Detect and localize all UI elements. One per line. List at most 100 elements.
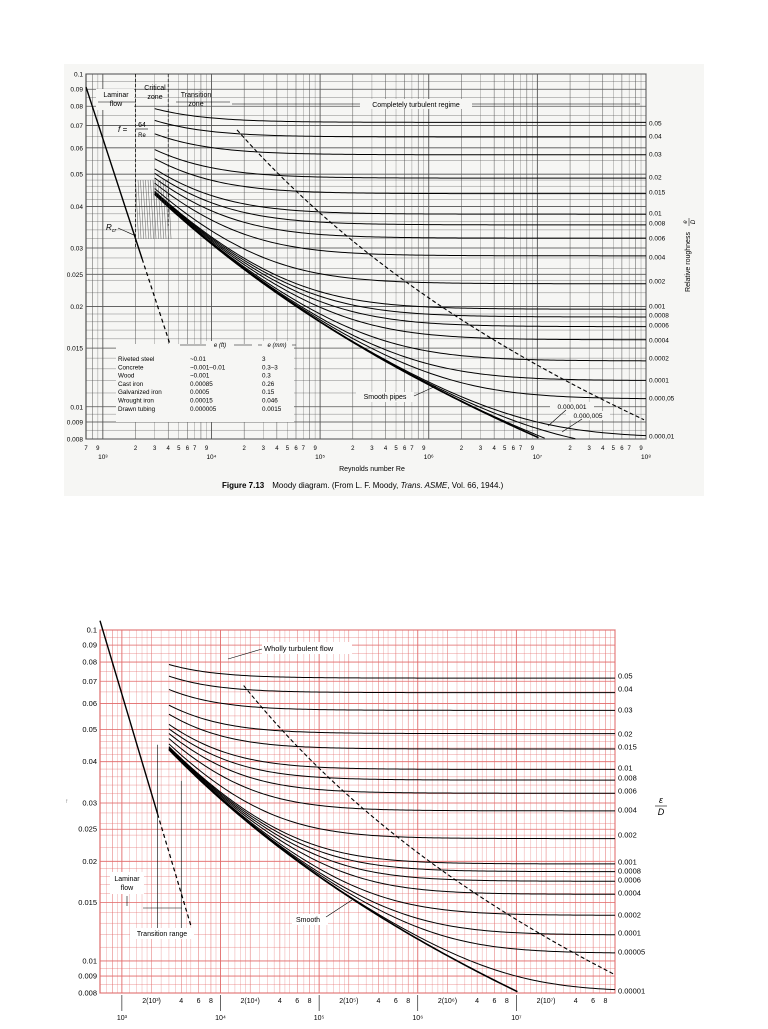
roughness-curve [154, 149, 646, 179]
x-tick-label: 6 [197, 998, 201, 1005]
y-tick-label: 0.03 [82, 799, 97, 808]
smooth-label: Smooth [296, 917, 320, 924]
laminar-line [99, 620, 159, 815]
x-tick-label: 2(10⁶) [438, 998, 457, 1005]
x-minor-tick-label: 2 [134, 446, 138, 452]
critical-zone-hatch [157, 180, 162, 239]
roughness-curve [154, 158, 646, 195]
material-name: Drawn tubing [118, 406, 156, 413]
left-stray-mark: f [66, 799, 68, 805]
small-eps-pointer-1 [547, 409, 567, 427]
laminar-flow-line-2: flow [121, 885, 134, 892]
roughness-label: 0.0002 [618, 911, 641, 920]
critical-zone-hatch [145, 180, 149, 239]
roughness-curve [168, 746, 615, 873]
turbulence-boundary-line [243, 685, 614, 975]
roughness-curve [168, 746, 615, 865]
materials-table-rows: Riveted steel ~0.01 3 Concrete ~0.001–0.01 0.… [118, 356, 282, 413]
x-minor-tick-label: 4 [492, 446, 496, 452]
y-tick-label: 0.025 [78, 825, 97, 834]
x-tick-label: 2(10⁴) [241, 998, 260, 1005]
critical-zone-hatch [165, 180, 169, 239]
roughness-curve [168, 663, 615, 679]
roughness-label: 0.0006 [618, 876, 641, 885]
x-minor-tick-label: 3 [479, 446, 483, 452]
x-tick-label: 4 [278, 998, 282, 1005]
x-tick-label: 6 [394, 998, 398, 1005]
y-tick-label: 0.05 [70, 172, 83, 179]
roughness-curve [154, 119, 646, 138]
turbulent-label-box [360, 99, 472, 109]
caption-label: Figure 7.13 [222, 481, 265, 490]
laminar-line-extension [156, 813, 192, 926]
zone-laminar-line-2: flow [110, 101, 123, 108]
material-name: Wood [118, 373, 135, 380]
y-tick-label: 0.015 [78, 898, 97, 907]
material-roughness-ft: 0.00085 [190, 381, 213, 388]
roughness-curve [168, 738, 615, 812]
x-tick-label: 4 [574, 998, 578, 1005]
materials-header-mm-box [262, 341, 292, 349]
materials-header-ft-box [206, 341, 234, 349]
x-minor-tick-label: 6 [186, 446, 190, 452]
roughness-curve [168, 733, 615, 794]
x-minor-tick-label: 7 [193, 446, 197, 452]
chart-1-labels: 0.10.090.080.070.060.050.040.030.0250.02… [67, 72, 675, 462]
roughness-curve [168, 743, 615, 840]
x-major-tick-label: 10⁷ [511, 1015, 522, 1022]
roughness-curve [168, 747, 615, 882]
y-tick-label: 0.02 [70, 304, 83, 311]
y-tick-label: 0.025 [67, 272, 84, 279]
material-roughness-mm: 0.0015 [262, 406, 282, 413]
x-minor-tick-label: 9 [422, 446, 426, 452]
caption-tail: , Vol. 66, 1944.) [447, 481, 503, 490]
x-minor-tick-label: 7 [519, 446, 523, 452]
x-major-tick-label: 10⁴ [215, 1015, 226, 1022]
moody-chart-1: 0.10.090.080.070.060.050.040.030.0250.02… [67, 72, 697, 491]
material-roughness-ft: 0.00015 [190, 398, 213, 405]
material-roughness-mm: 0.3–3 [262, 364, 278, 371]
roughness-curve [154, 177, 646, 239]
material-roughness-mm: 0.3 [262, 373, 271, 380]
material-roughness-mm: 3 [262, 356, 266, 363]
x-minor-tick-label: 5 [394, 446, 398, 452]
x-minor-tick-label: 3 [262, 446, 266, 452]
x-minor-tick-label: 2 [242, 446, 246, 452]
x-tick-label: 6 [493, 998, 497, 1005]
x-tick-label: 4 [475, 998, 479, 1005]
turbulent-flow-label-box [262, 642, 352, 654]
y-tick-label: 0.03 [70, 245, 83, 252]
roughness-label: 0.04 [649, 134, 662, 141]
x-tick-label: 4 [377, 998, 381, 1005]
roughness-label: 0.015 [649, 190, 666, 197]
x-major-tick-label: 10³ [98, 454, 108, 461]
material-roughness-ft: 0.0005 [190, 389, 210, 396]
x-minor-tick-label: 6 [403, 446, 407, 452]
x-minor-tick-label: 5 [177, 446, 181, 452]
roughness-label: 0.00005 [618, 948, 645, 957]
material-roughness-mm: 0.046 [262, 398, 278, 405]
wholly-turbulent-pointer [227, 648, 263, 660]
y-tick-label: 0.09 [70, 87, 83, 94]
x-tick-label: 4 [179, 998, 183, 1005]
roughness-label: 0.006 [649, 236, 666, 243]
turbulence-boundary-line [236, 129, 645, 421]
roughness-label: 0.00001 [618, 987, 645, 996]
material-roughness-ft: ~0.01 [190, 356, 206, 363]
x-minor-tick-label: 9 [639, 446, 643, 452]
zone-laminar-line-1: Laminar [103, 92, 129, 99]
rcr-label: R [106, 223, 112, 232]
x-minor-tick-label: 6 [512, 446, 516, 452]
small-eps-label-2: 0.000,005 [574, 413, 603, 420]
roughness-label: 0.006 [618, 787, 637, 796]
roughness-label: 0.01 [618, 764, 633, 773]
y-tick-label: 0.06 [82, 699, 97, 708]
x-minor-tick-label: 2 [568, 446, 572, 452]
x-major-tick-label: 10⁷ [533, 454, 543, 461]
roughness-label: 0.03 [649, 152, 662, 159]
x-minor-tick-label: 7 [302, 446, 306, 452]
x-minor-tick-label: 6 [620, 446, 624, 452]
roughness-curve [154, 168, 646, 215]
eps-over-d-denominator: D [658, 807, 665, 817]
